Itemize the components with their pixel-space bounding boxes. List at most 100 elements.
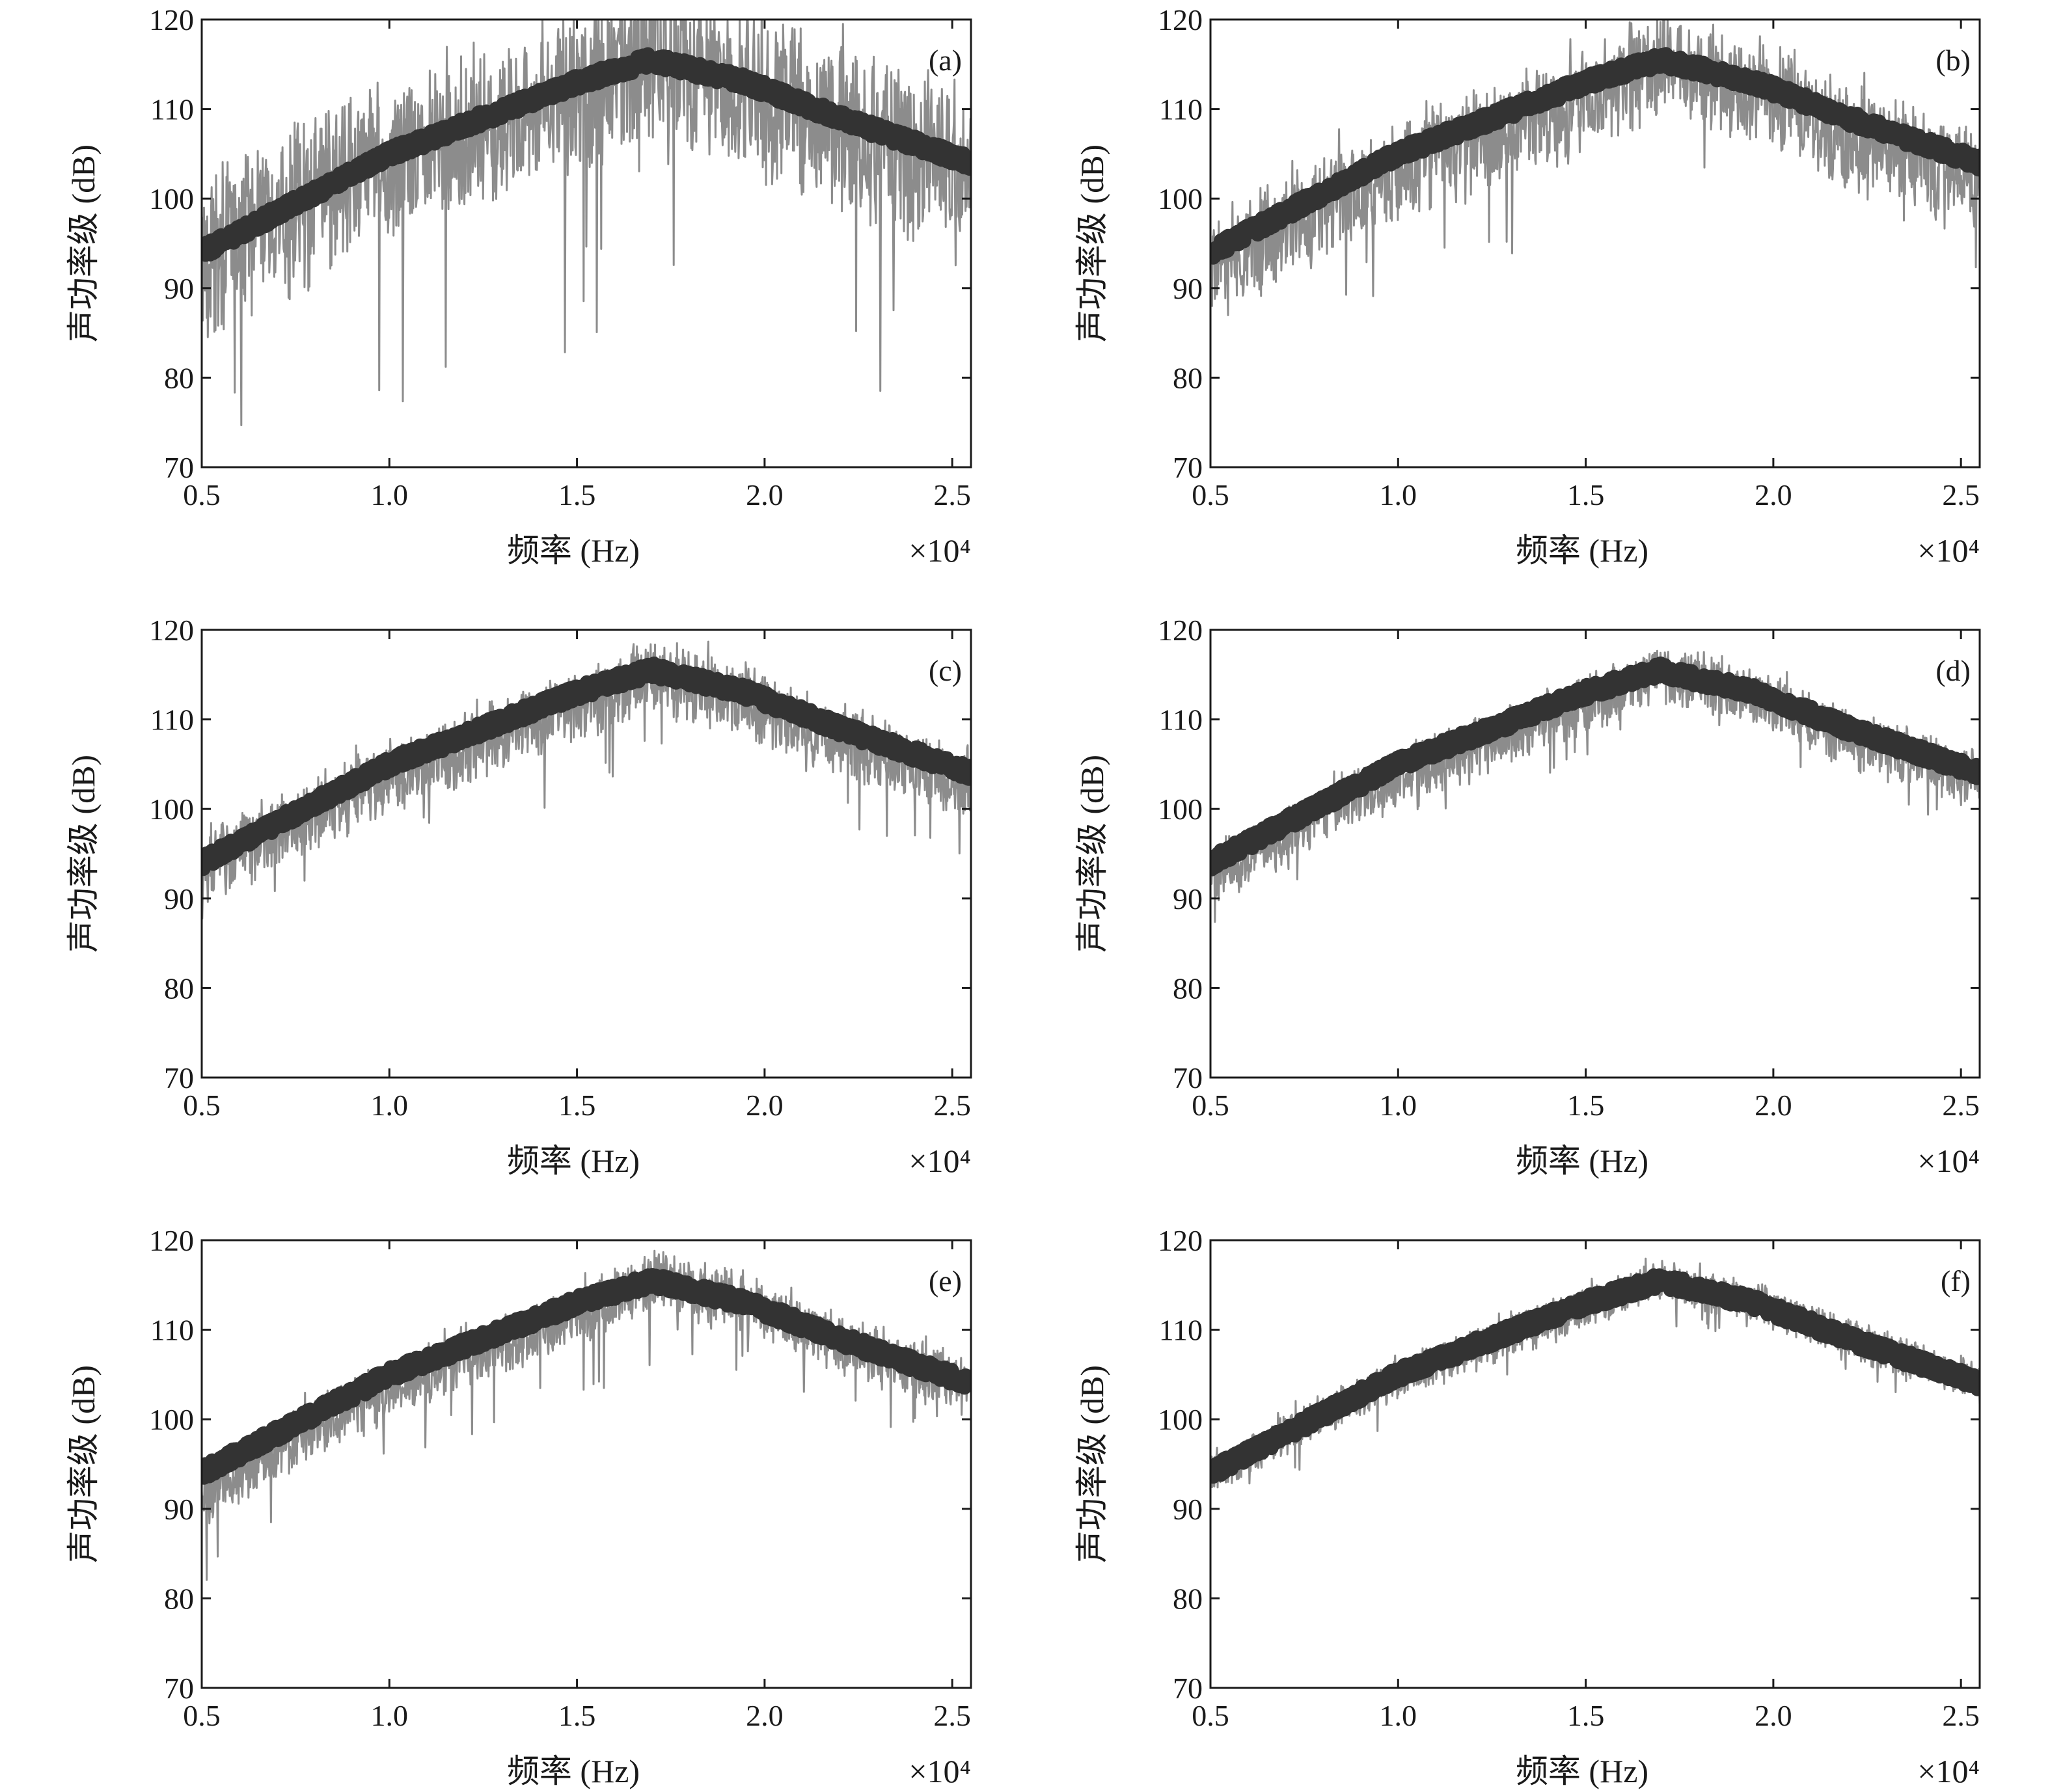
x-axis-title: 频率 (Hz) xyxy=(507,1753,640,1789)
y-tick-label: 80 xyxy=(164,971,194,1005)
plot-area xyxy=(1210,1257,1980,1489)
plot-area xyxy=(202,1249,971,1581)
x-tick-label: 2.5 xyxy=(933,1089,971,1122)
x-tick-label: 1.0 xyxy=(371,1699,409,1732)
noisy-series-line xyxy=(202,20,971,426)
x-tick-label: 2.0 xyxy=(1755,1699,1792,1732)
y-tick-label: 70 xyxy=(164,451,194,484)
y-axis-title: 声功率级 (dB) xyxy=(65,144,102,342)
x-tick-label: 1.5 xyxy=(1567,478,1605,511)
y-tick-label: 90 xyxy=(164,1493,194,1526)
x-tick-label: 1.5 xyxy=(558,478,596,511)
x-tick-label: 1.0 xyxy=(371,1089,409,1122)
axes-frame xyxy=(200,629,972,1079)
x-tick-label: 1.5 xyxy=(1567,1699,1605,1732)
y-tick-label: 100 xyxy=(1158,182,1203,215)
panel-label: (e) xyxy=(929,1264,962,1297)
y-tick-label: 90 xyxy=(1173,882,1203,916)
panel-label: (c) xyxy=(929,654,962,687)
x-axis-multiplier: ×10⁴ xyxy=(909,1753,971,1789)
y-axis-title: 声功率级 (dB) xyxy=(65,755,102,953)
y-tick-label: 80 xyxy=(1173,1582,1203,1615)
plot-area xyxy=(202,640,971,919)
x-tick-label: 1.5 xyxy=(1567,1089,1605,1122)
x-tick-label: 2.5 xyxy=(933,478,971,511)
x-axis-multiplier: ×10⁴ xyxy=(909,1143,971,1179)
x-tick-label: 0.5 xyxy=(1192,1089,1229,1122)
y-tick-label: 90 xyxy=(164,272,194,305)
y-tick-label: 90 xyxy=(164,882,194,916)
x-tick-label: 2.0 xyxy=(746,478,784,511)
y-tick-label: 110 xyxy=(1159,93,1203,126)
x-axis-multiplier: ×10⁴ xyxy=(909,532,971,569)
smooth-series-line xyxy=(1210,47,1980,265)
smooth-series-line xyxy=(1210,1268,1980,1484)
y-tick-label: 110 xyxy=(150,703,194,737)
x-tick-label: 0.5 xyxy=(183,1089,221,1122)
chart-panel: 70 80 90 100 110 120 0.5 1.0 1.5 2.0 2.5 频率 (Hz) ×10… xyxy=(65,614,972,1179)
y-tick-label: 100 xyxy=(149,1403,194,1436)
smooth-series-line xyxy=(202,657,971,876)
y-axis-title: 声功率级 (dB) xyxy=(1074,1365,1110,1563)
axes-frame xyxy=(1209,1239,1981,1689)
x-tick-label: 1.0 xyxy=(371,478,409,511)
panel-label: (d) xyxy=(1935,654,1971,687)
axes-frame xyxy=(200,18,972,468)
plot-area xyxy=(1210,20,1980,316)
chart-panel: 70 80 90 100 110 120 0.5 1.0 1.5 2.0 2.5 频率 (Hz) ×10… xyxy=(65,1224,972,1789)
y-tick-label: 100 xyxy=(149,793,194,826)
noisy-series-line xyxy=(1210,20,1980,316)
y-tick-label: 110 xyxy=(1159,1314,1203,1347)
x-axis-title: 频率 (Hz) xyxy=(1516,1143,1648,1179)
x-tick-label: 1.5 xyxy=(558,1699,596,1732)
y-tick-label: 90 xyxy=(1173,1493,1203,1526)
x-tick-label: 1.0 xyxy=(1380,478,1417,511)
x-axis-multiplier: ×10⁴ xyxy=(1917,1143,1980,1179)
x-axis-multiplier: ×10⁴ xyxy=(1917,532,1980,569)
x-tick-label: 0.5 xyxy=(1192,478,1229,511)
chart-panel: 70 80 90 100 110 120 0.5 1.0 1.5 2.0 2.5 频率 (Hz) ×10… xyxy=(65,3,972,569)
panel-label: (f) xyxy=(1941,1264,1971,1297)
x-tick-label: 2.5 xyxy=(1942,478,1980,511)
y-tick-label: 90 xyxy=(1173,272,1203,305)
x-tick-label: 2.0 xyxy=(1755,478,1792,511)
axes-frame xyxy=(200,1239,972,1689)
panel-label: (b) xyxy=(1935,44,1971,77)
smooth-series-line xyxy=(202,1268,971,1485)
x-tick-label: 2.0 xyxy=(746,1699,784,1732)
y-tick-label: 80 xyxy=(164,1582,194,1615)
x-tick-label: 2.5 xyxy=(1942,1699,1980,1732)
y-tick-label: 80 xyxy=(1173,361,1203,394)
y-tick-label: 100 xyxy=(149,182,194,215)
y-axis-title: 声功率级 (dB) xyxy=(1074,144,1110,342)
chart-panel: 70 80 90 100 110 120 0.5 1.0 1.5 2.0 2.5 频率 (Hz) ×10… xyxy=(1074,3,1981,569)
x-axis-title: 频率 (Hz) xyxy=(1516,1753,1648,1789)
y-tick-label: 120 xyxy=(149,3,194,36)
y-tick-label: 110 xyxy=(1159,703,1203,737)
y-tick-label: 80 xyxy=(1173,971,1203,1005)
y-tick-label: 120 xyxy=(1158,1224,1203,1257)
panel-label: (a) xyxy=(929,44,962,77)
y-tick-label: 70 xyxy=(1173,1672,1203,1705)
y-tick-label: 120 xyxy=(1158,614,1203,647)
chart-panel: 70 80 90 100 110 120 0.5 1.0 1.5 2.0 2.5 频率 (Hz) ×10… xyxy=(1074,614,1981,1179)
y-tick-label: 70 xyxy=(164,1672,194,1705)
x-tick-label: 1.5 xyxy=(558,1089,596,1122)
y-tick-label: 120 xyxy=(149,1224,194,1257)
y-tick-label: 70 xyxy=(164,1061,194,1094)
x-tick-label: 2.0 xyxy=(1755,1089,1792,1122)
x-tick-label: 0.5 xyxy=(183,478,221,511)
plot-area xyxy=(1210,649,1980,923)
x-tick-label: 1.0 xyxy=(1380,1699,1417,1732)
y-tick-label: 110 xyxy=(150,93,194,126)
x-tick-label: 2.5 xyxy=(1942,1089,1980,1122)
x-tick-label: 0.5 xyxy=(183,1699,221,1732)
x-tick-label: 0.5 xyxy=(1192,1699,1229,1732)
y-axis-title: 声功率级 (dB) xyxy=(1074,755,1110,953)
axes-frame xyxy=(1209,18,1981,468)
plot-area xyxy=(202,20,971,426)
y-tick-label: 120 xyxy=(1158,3,1203,36)
x-tick-label: 2.5 xyxy=(933,1699,971,1732)
y-tick-label: 100 xyxy=(1158,793,1203,826)
x-tick-label: 1.0 xyxy=(1380,1089,1417,1122)
